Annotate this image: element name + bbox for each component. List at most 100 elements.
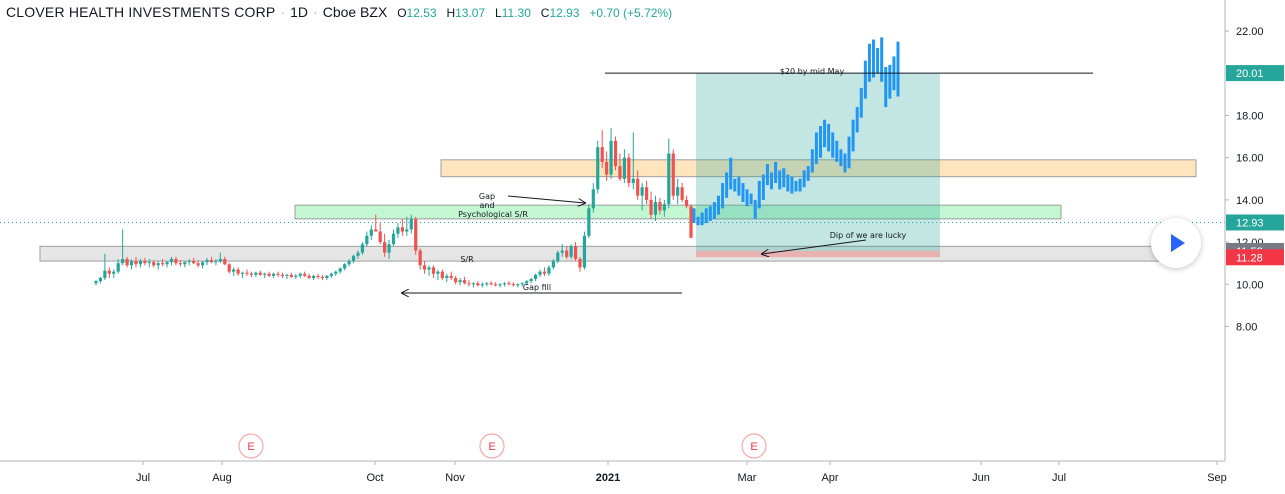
change-value: +0.70 (+5.72%) (589, 6, 673, 20)
projection-bar (810, 149, 814, 173)
close-label: C (540, 6, 550, 20)
projection-bar (704, 208, 708, 224)
candle (320, 274, 325, 281)
candle (551, 258, 555, 270)
earnings-marker[interactable]: E (741, 433, 767, 459)
projection-bar (765, 164, 769, 186)
projection-bar (745, 189, 749, 207)
candle (311, 274, 316, 281)
earnings-marker-label: E (247, 441, 254, 453)
candle (547, 265, 551, 276)
projection-bar (737, 176, 741, 196)
candle (542, 267, 547, 276)
candle (387, 239, 391, 259)
candle (684, 195, 689, 209)
candle (511, 282, 515, 287)
candle (600, 130, 604, 169)
candle (680, 183, 684, 203)
projection-bar (725, 172, 729, 198)
candle (267, 271, 271, 277)
projection-bar (790, 176, 794, 194)
y-tick-label: 14.00 (1236, 195, 1264, 207)
candle (214, 258, 218, 266)
candle (662, 199, 666, 217)
candle (414, 216, 418, 255)
candle (458, 277, 462, 286)
candle (591, 183, 595, 213)
candle (494, 282, 498, 287)
play-icon (1171, 234, 1185, 252)
sr-zone[interactable] (294, 204, 1062, 220)
candle (462, 276, 467, 285)
candle (533, 273, 538, 282)
position-loss-zone[interactable] (696, 250, 940, 258)
candle (143, 257, 147, 266)
projection-bar (778, 170, 782, 190)
candle (596, 140, 600, 194)
candle (174, 256, 178, 266)
candle (502, 282, 507, 287)
projection-bar (708, 206, 712, 221)
zones-layer (0, 159, 1225, 262)
candle (263, 272, 267, 278)
candle (618, 153, 622, 181)
projection-bar (786, 174, 790, 192)
candle (134, 256, 138, 268)
candle (152, 260, 156, 268)
projection-bar (831, 132, 835, 158)
candle (347, 258, 351, 267)
candle (383, 233, 387, 257)
projection-bar (757, 180, 761, 209)
projection-bar (806, 166, 810, 181)
candle (667, 138, 671, 209)
candle (249, 271, 254, 277)
earnings-marker[interactable]: E (238, 433, 264, 459)
price-label-text: 12.93 (1236, 217, 1264, 229)
projection-bar (855, 107, 859, 133)
candle (440, 269, 444, 281)
candle (409, 214, 413, 234)
projection-bar (700, 212, 704, 226)
price-label: 20.01 (1226, 65, 1284, 82)
candle (418, 248, 422, 270)
earnings-marker[interactable]: E (479, 433, 505, 459)
candle (400, 218, 404, 236)
gap-arrow[interactable] (507, 195, 585, 203)
candle (560, 244, 564, 257)
candle (285, 273, 289, 280)
chart-header: CLOVER HEALTH INVESTMENTS CORP · 1D · Cboe B… (6, 4, 672, 20)
candle (187, 258, 191, 266)
candle (289, 272, 293, 278)
dip-arrow[interactable] (762, 239, 867, 254)
interval[interactable]: 1D (290, 4, 309, 20)
candle (649, 191, 653, 219)
candle (676, 178, 680, 205)
candle (587, 204, 591, 238)
candle (613, 136, 618, 171)
y-tick-label: 16.00 (1236, 153, 1264, 165)
projection-bar (741, 183, 745, 203)
symbol-name[interactable]: CLOVER HEALTH INVESTMENTS CORP (6, 4, 276, 20)
candle (232, 267, 236, 276)
candle (316, 273, 320, 280)
x-tick-label: Oct (366, 472, 383, 484)
play-button[interactable] (1151, 218, 1201, 268)
candle (334, 270, 338, 276)
price-label-text: 11.28 (1236, 252, 1263, 264)
projection-bar (872, 39, 876, 78)
candle (520, 282, 524, 287)
candle (369, 225, 373, 240)
lower-zone[interactable] (39, 245, 1178, 262)
gap-label-1: Gap (479, 192, 495, 201)
exchange: Cboe BZX (322, 4, 388, 20)
candle (138, 258, 143, 268)
candle (422, 261, 427, 274)
candle (156, 261, 160, 270)
projection-bar (867, 43, 871, 82)
y-tick-label: 18.00 (1236, 111, 1264, 123)
candle (360, 242, 365, 255)
high-value: 13.07 (455, 6, 486, 20)
position-profit-zone[interactable] (696, 73, 940, 251)
projection-bar (794, 180, 798, 192)
